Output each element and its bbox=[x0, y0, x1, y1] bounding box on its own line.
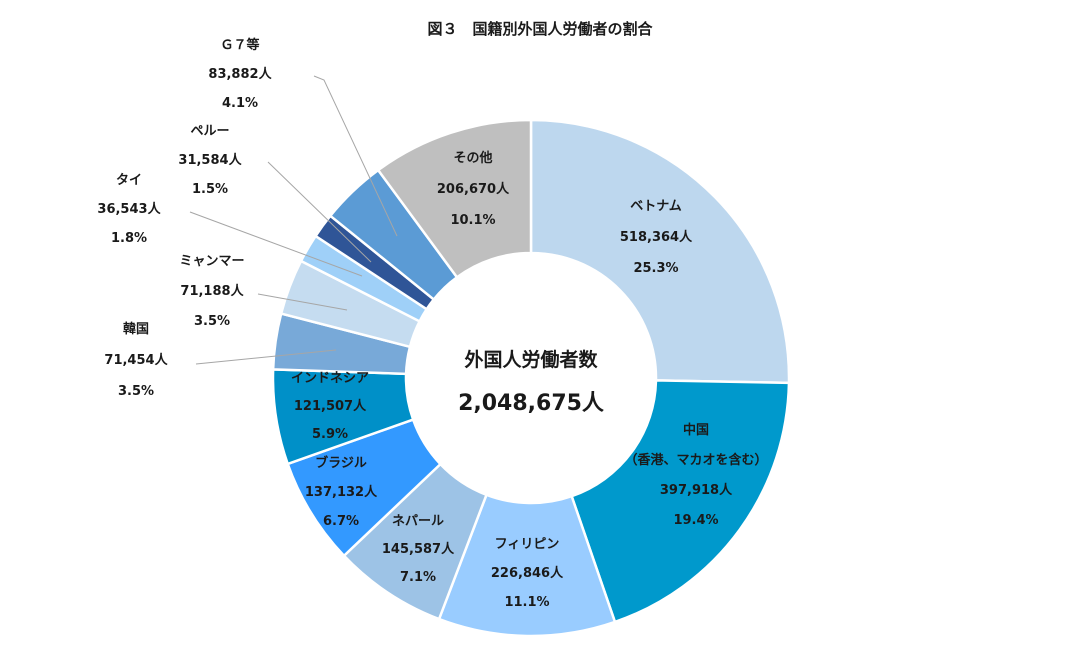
chart-title: 図３ 国籍別外国人労働者の割合 bbox=[427, 20, 653, 38]
slice-6-percent-text: 5.9% bbox=[312, 427, 348, 442]
slice-1-count-text: 518,364人 bbox=[620, 229, 693, 245]
slice-8-label: ミャンマー bbox=[179, 254, 244, 269]
center-title: 外国人労働者数 bbox=[464, 348, 598, 371]
slice-9-percent-text: 1.8% bbox=[111, 231, 147, 246]
slice-10-count-text: 31,584人 bbox=[178, 152, 242, 168]
slice-9-count-text: 36,543人 bbox=[97, 201, 161, 217]
slice-7-percent-text: 3.5% bbox=[118, 384, 154, 399]
slice-7-label: 韓国 bbox=[123, 321, 149, 337]
slice-9-leader-line bbox=[189, 211, 363, 277]
slice-9-label: タイ bbox=[116, 173, 142, 188]
slice-11-percent-text: 4.1% bbox=[222, 96, 258, 111]
slice-12-arc bbox=[376, 118, 533, 280]
slice-8-leader-line bbox=[257, 293, 348, 311]
slice-10-label: ペルー bbox=[190, 124, 229, 139]
slice-8-percent-text: 3.5% bbox=[194, 314, 230, 329]
slice-3-percent-text: 11.1% bbox=[504, 595, 549, 610]
slice-3-count-text: 226,846人 bbox=[491, 565, 564, 581]
slice-8-count-text: 71,188人 bbox=[180, 283, 244, 299]
center-total: 2,048,675人 bbox=[458, 391, 604, 416]
slice-7-count-text: 71,454人 bbox=[104, 352, 168, 368]
slice-7-leader-line bbox=[195, 349, 337, 365]
slice-labels-group: ベトナム 518,364人 25.3% 中国 （香港、マカオを含む） 397,918人 19… bbox=[97, 37, 767, 610]
slice-11-leader-line bbox=[313, 75, 398, 237]
slice-6-count-text: 121,507人 bbox=[294, 398, 367, 414]
slices-group bbox=[271, 118, 791, 638]
slice-11-label: Ｇ７等 bbox=[220, 37, 259, 53]
slice-1-arc bbox=[529, 118, 791, 385]
slice-11-count-text: 83,882人 bbox=[208, 66, 272, 82]
slice-4-count-text: 145,587人 bbox=[382, 541, 455, 557]
slice-5-percent-text: 6.7% bbox=[323, 514, 359, 529]
slice-5-label: ブラジル bbox=[315, 455, 367, 471]
slice-10-leader-line bbox=[267, 161, 372, 263]
slice-12-percent-text: 10.1% bbox=[450, 213, 495, 228]
slice-2-count-text: 397,918人 bbox=[660, 482, 733, 498]
slice-4-label: ネパール bbox=[392, 514, 444, 529]
slice-4-percent-text: 7.1% bbox=[400, 570, 436, 585]
slice-1-label: ベトナム bbox=[630, 199, 682, 214]
slice-2-sub-label: （香港、マカオを含む） bbox=[624, 452, 767, 468]
leader-lines-group bbox=[189, 75, 398, 365]
slice-2-label: 中国 bbox=[683, 422, 709, 438]
slice-5-count-text: 137,132人 bbox=[305, 484, 378, 500]
slice-1-percent-text: 25.3% bbox=[633, 261, 678, 276]
slice-10-percent-text: 1.5% bbox=[192, 182, 228, 197]
slice-12-count-text: 206,670人 bbox=[437, 181, 510, 197]
slice-6-label: インドネシア bbox=[291, 371, 369, 386]
slice-2-percent-text: 19.4% bbox=[673, 513, 718, 528]
slice-2-arc bbox=[570, 379, 791, 624]
slice-3-label: フィリピン bbox=[495, 537, 560, 552]
slice-12-label: その他 bbox=[453, 150, 492, 166]
